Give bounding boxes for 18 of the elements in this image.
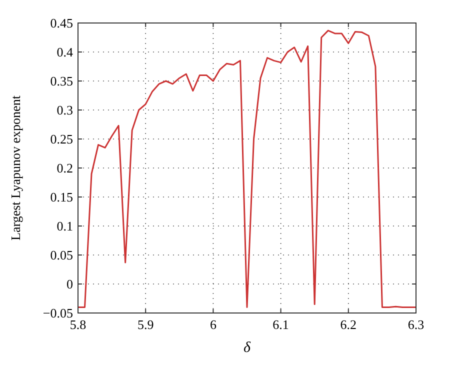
y-tick-label: 0.15 bbox=[50, 190, 73, 204]
y-tick-label: 0.1 bbox=[56, 218, 73, 234]
x-tick-label: 6.1 bbox=[272, 317, 289, 332]
y-axis-title: Largest Lyapunov exponent bbox=[8, 95, 23, 240]
x-tick-label: 6.2 bbox=[340, 317, 357, 332]
x-tick-label: 5.9 bbox=[137, 317, 154, 332]
y-tick-label: 0.2 bbox=[56, 160, 73, 176]
y-tick-label: 0.3 bbox=[56, 102, 73, 118]
line-series bbox=[77, 30, 417, 308]
x-tick-label: 6 bbox=[210, 317, 217, 332]
y-tick-label: 0.05 bbox=[50, 248, 73, 262]
x-tick-label: 6.3 bbox=[408, 317, 424, 332]
y-tick-label: 0.35 bbox=[50, 74, 73, 88]
x-axis-title: δ bbox=[244, 340, 252, 356]
y-tick-label: 0.4 bbox=[56, 44, 74, 60]
y-tick-label: 0 bbox=[66, 276, 73, 292]
y-tick-label: 0.25 bbox=[50, 132, 73, 146]
y-tick-label: 0.45 bbox=[50, 16, 73, 30]
